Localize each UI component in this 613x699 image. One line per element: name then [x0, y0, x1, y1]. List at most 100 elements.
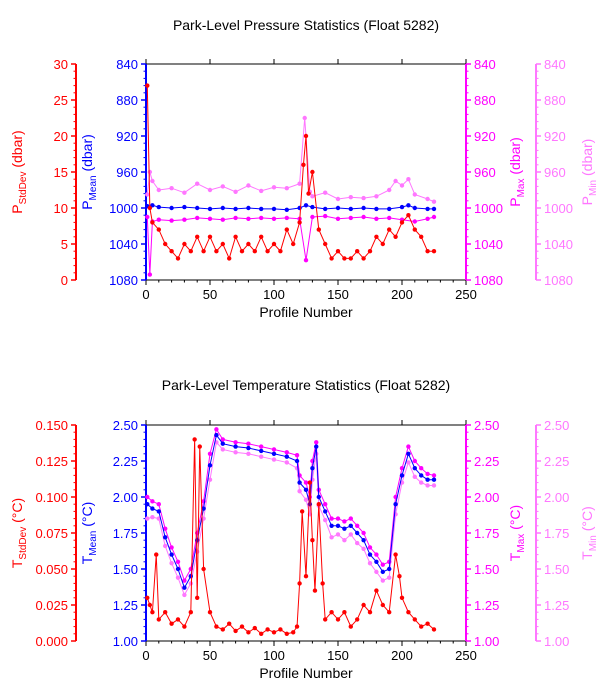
data-point: [301, 162, 306, 167]
data-point: [195, 595, 200, 600]
data-point: [284, 631, 289, 636]
data-point: [342, 538, 347, 543]
y-tick-label: 880: [544, 93, 566, 108]
data-point: [150, 220, 155, 225]
data-point: [323, 517, 328, 523]
data-point: [169, 249, 174, 254]
data-point: [147, 169, 153, 175]
data-point: [374, 552, 379, 557]
data-point: [312, 588, 318, 593]
data-point: [303, 133, 309, 139]
data-point: [329, 610, 334, 615]
data-point: [188, 249, 193, 254]
data-point: [335, 249, 341, 254]
y-axis-label-mean: TMean (°C): [79, 502, 99, 565]
data-point: [412, 192, 417, 197]
data-point: [175, 559, 181, 564]
data-point: [278, 249, 283, 254]
data-point: [387, 215, 392, 221]
series-line: [147, 441, 434, 597]
data-point: [387, 187, 392, 193]
x-axis-label: Profile Number: [259, 665, 353, 681]
data-point: [374, 194, 379, 199]
y-tick-label: 1040: [544, 237, 573, 252]
data-point: [271, 457, 277, 462]
data-point: [220, 241, 225, 247]
data-point: [156, 187, 161, 193]
data-point: [387, 206, 392, 212]
x-tick-label: 50: [203, 287, 217, 302]
data-point: [367, 610, 373, 615]
data-point: [348, 195, 353, 200]
data-point: [195, 215, 200, 221]
data-point: [425, 249, 430, 254]
chart-panel-0: Park-Level Pressure Statistics (Float 52…: [9, 17, 599, 320]
data-point: [150, 610, 155, 615]
y-tick-label: 880: [116, 93, 138, 108]
data-point: [303, 487, 309, 492]
x-tick-label: 0: [142, 287, 149, 302]
data-point: [271, 630, 277, 635]
y-tick-label: 0.100: [35, 490, 68, 505]
data-point: [425, 477, 430, 482]
data-point: [169, 205, 174, 211]
data-point: [399, 183, 405, 188]
data-point: [259, 215, 264, 221]
data-point: [342, 256, 347, 261]
data-point: [387, 575, 392, 580]
data-point: [387, 610, 392, 615]
data-point: [214, 249, 219, 254]
data-point: [355, 540, 360, 546]
data-point: [207, 610, 213, 615]
data-point: [182, 241, 187, 247]
data-point: [307, 480, 313, 485]
data-point: [412, 205, 417, 211]
data-point: [201, 566, 206, 572]
data-point: [323, 617, 328, 622]
data-point: [278, 627, 283, 632]
y-tick-label: 1080: [474, 273, 503, 288]
data-point: [348, 215, 353, 221]
series-min: [145, 115, 437, 204]
data-point: [220, 437, 225, 442]
data-point: [348, 516, 353, 521]
data-point: [342, 526, 347, 531]
data-point: [294, 453, 300, 458]
data-point: [175, 617, 181, 622]
y-tick-label: 1.00: [474, 634, 499, 649]
data-point: [348, 523, 353, 528]
data-point: [220, 627, 225, 632]
data-point: [169, 186, 174, 191]
data-point: [169, 545, 174, 550]
series-mean: [145, 432, 437, 590]
data-point: [412, 227, 417, 232]
data-point: [361, 530, 366, 536]
data-point: [316, 227, 321, 232]
y-tick-label: 960: [116, 165, 138, 180]
y-tick-label: 840: [474, 57, 496, 72]
data-point: [233, 444, 238, 449]
data-point: [233, 440, 238, 445]
data-point: [150, 506, 155, 511]
y-tick-label: 20: [54, 129, 68, 144]
data-point: [195, 181, 200, 186]
data-point: [271, 451, 277, 456]
series-max: [145, 213, 437, 277]
data-point: [431, 473, 437, 478]
data-point: [201, 506, 206, 511]
data-point: [348, 532, 353, 537]
data-point: [284, 227, 289, 232]
data-point: [154, 552, 159, 557]
data-point: [284, 207, 289, 212]
data-point: [329, 523, 334, 528]
data-point: [156, 217, 161, 222]
data-point: [175, 256, 181, 261]
y-tick-label: 880: [474, 93, 496, 108]
data-point: [271, 241, 277, 247]
y-tick-label: 960: [544, 165, 566, 180]
y-tick-label: 1.50: [113, 562, 138, 577]
data-point: [169, 561, 174, 566]
data-point: [163, 241, 168, 247]
data-point: [233, 628, 238, 634]
data-point: [156, 502, 161, 507]
